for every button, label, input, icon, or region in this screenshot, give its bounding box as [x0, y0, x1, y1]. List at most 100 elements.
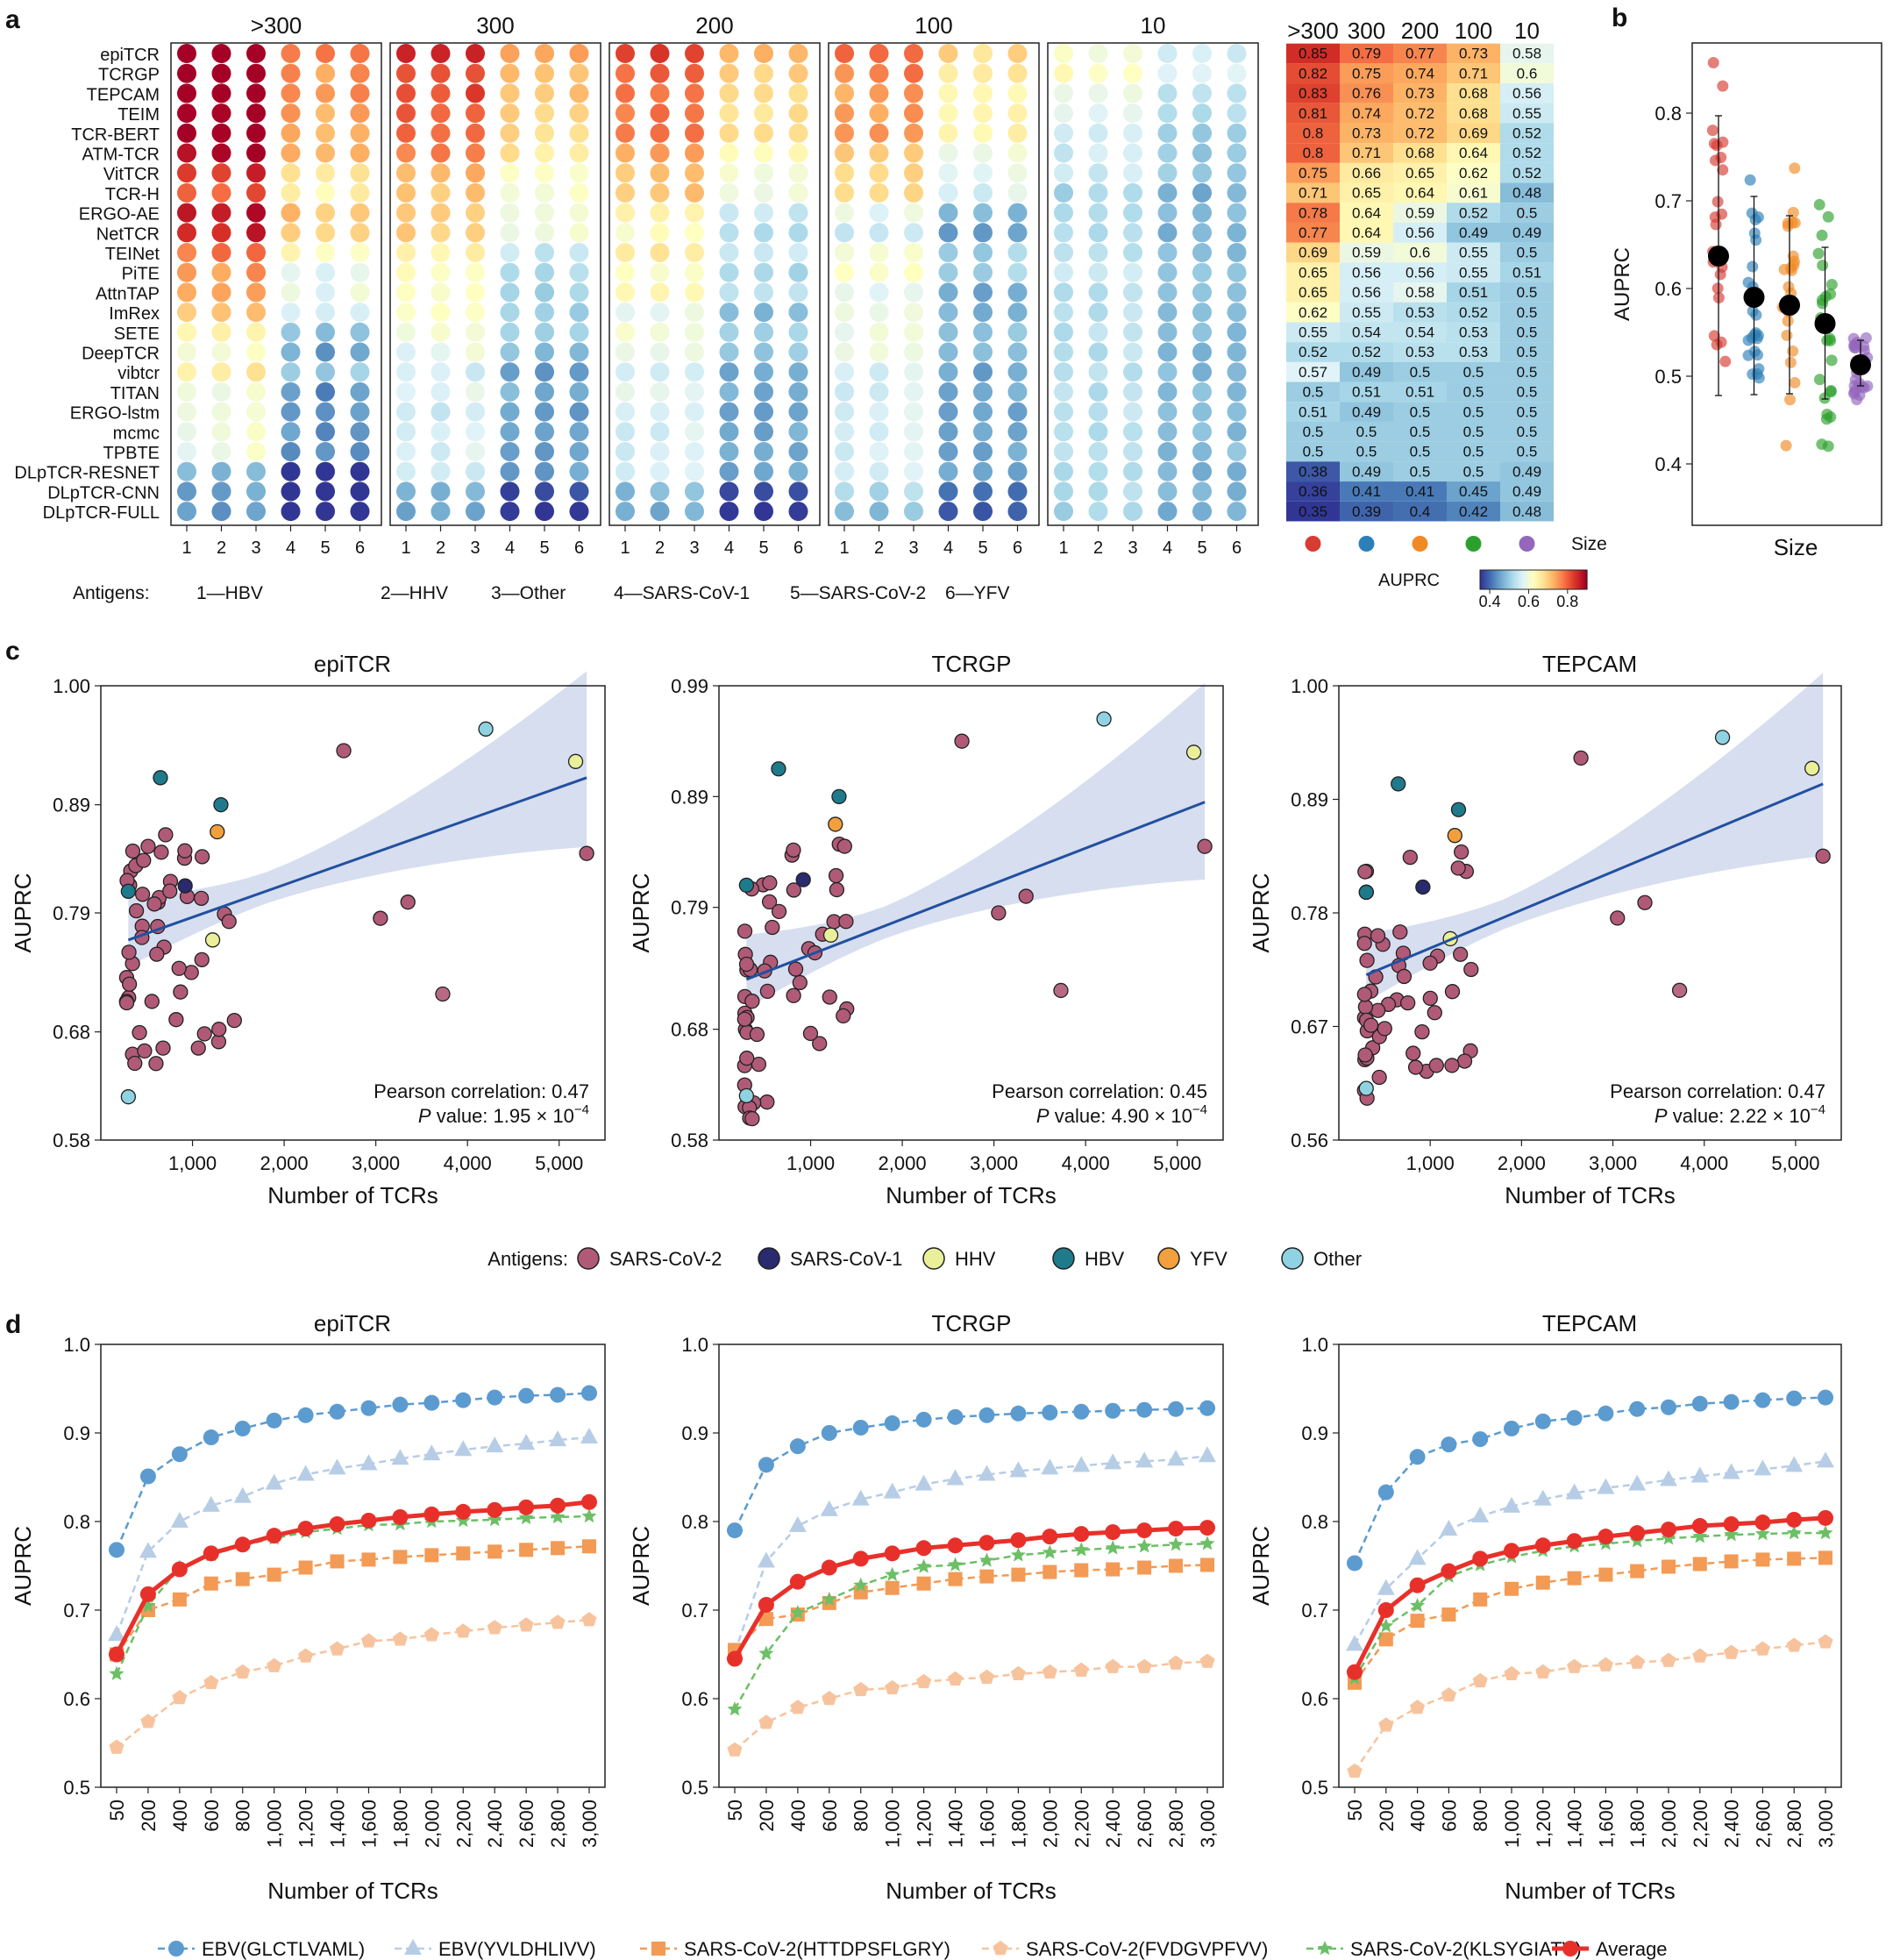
- table-cell: [1286, 322, 1340, 343]
- line-marker: [266, 1528, 282, 1544]
- heat-dot: [350, 303, 370, 323]
- line-marker: [487, 1620, 502, 1635]
- antigen-legend-item: 3—Other: [491, 583, 566, 603]
- line-marker: [1566, 1409, 1583, 1426]
- heat-dot: [396, 362, 416, 382]
- table-cell: [1447, 43, 1500, 64]
- line-marker: [455, 1503, 472, 1520]
- heat-dot: [569, 442, 589, 461]
- table-cell: [1447, 381, 1500, 403]
- heat-dot: [869, 322, 889, 342]
- p-value-exponent: −4: [574, 1102, 589, 1117]
- line-marker: [1504, 1420, 1519, 1436]
- heat-dot: [616, 442, 635, 461]
- x-tick-label: 800: [1469, 1800, 1491, 1832]
- heat-dot: [616, 163, 635, 183]
- panel-letter-b: b: [1612, 4, 1627, 32]
- x-axis-label: Number of TCRs: [267, 1878, 438, 1904]
- heat-dot: [835, 502, 854, 522]
- line-marker: [1317, 1941, 1333, 1956]
- antigen-legend-item: 2—HHV: [381, 583, 448, 603]
- heat-dot: [316, 461, 335, 481]
- legend-label: HBV: [1085, 1248, 1125, 1270]
- size-point: [1707, 57, 1719, 69]
- legend-label: SARS-CoV-2(FVDGVPFVV): [1026, 1938, 1268, 1960]
- heat-dot: [788, 143, 808, 163]
- regression-line: [127, 776, 587, 942]
- series-line: [732, 1525, 1208, 1660]
- heat-dot: [1157, 163, 1178, 183]
- heat-dot: [938, 362, 958, 382]
- heat-dot: [246, 502, 266, 522]
- heat-dot: [938, 163, 958, 183]
- heat-dot: [211, 442, 231, 461]
- colorbar-tick-label: 0.4: [1479, 593, 1501, 610]
- line-marker: [947, 1671, 964, 1686]
- heat-dot: [1157, 342, 1178, 362]
- heat-dot: [1088, 381, 1108, 402]
- heat-dot: [788, 322, 808, 342]
- heat-dot: [685, 83, 704, 103]
- antigen-tick: 6: [1232, 538, 1242, 558]
- x-tick-label: 5,000: [1153, 1152, 1201, 1174]
- line-marker: [1010, 1665, 1026, 1681]
- colorbar-segment: [1485, 570, 1488, 589]
- table-cell: [1393, 481, 1447, 502]
- table-cell: [1340, 282, 1393, 303]
- group-mean: [1708, 246, 1729, 267]
- legend-label: HHV: [955, 1248, 996, 1270]
- heat-dot: [246, 44, 266, 63]
- size-point: [1816, 438, 1828, 451]
- series-line: [1352, 1515, 1826, 1673]
- heat-dot: [650, 203, 670, 223]
- x-tick-label: 400: [1407, 1800, 1429, 1832]
- heat-dot: [316, 123, 335, 143]
- table-cell: [1286, 143, 1340, 163]
- scatter-point: [1447, 828, 1462, 844]
- heat-dot: [500, 123, 520, 143]
- heat-dot: [1007, 203, 1028, 223]
- line-marker: [1535, 1575, 1550, 1590]
- heat-dot: [938, 63, 958, 83]
- heat-dot: [1157, 123, 1178, 143]
- heat-dot: [1192, 402, 1212, 422]
- group-title: >300: [251, 12, 302, 39]
- heat-dot: [685, 303, 704, 323]
- x-tick-label: 1,200: [1533, 1800, 1555, 1848]
- table-cell: [1447, 123, 1500, 144]
- x-axis-label: Size: [1774, 534, 1818, 560]
- heat-dot: [904, 203, 923, 223]
- size-legend-label: Size: [1571, 534, 1607, 554]
- line-marker: [267, 1567, 281, 1582]
- heat-dot: [431, 481, 451, 502]
- table-header: 200: [1401, 18, 1439, 44]
- table-value: 0.64: [1352, 204, 1381, 221]
- heat-dot: [650, 44, 670, 63]
- legend-label: Average: [1596, 1938, 1668, 1960]
- heat-dot: [904, 123, 923, 143]
- heat-dot: [535, 282, 554, 303]
- size-point: [1788, 255, 1800, 267]
- line-marker: [1692, 1648, 1708, 1663]
- heat-dot: [1054, 243, 1073, 262]
- heat-dot: [246, 303, 266, 323]
- x-axis-label: Number of TCRs: [267, 1182, 438, 1208]
- heat-dot: [500, 422, 520, 442]
- panel-letter-c: c: [5, 637, 20, 666]
- heat-dot: [246, 83, 266, 103]
- antigen-tick: 2: [217, 538, 226, 558]
- colorbar-segment: [1498, 570, 1500, 589]
- x-tick-label: 800: [850, 1800, 872, 1832]
- colorbar-segment: [1487, 570, 1490, 589]
- heat-dot: [869, 243, 889, 262]
- colorbar-segment: [1531, 570, 1534, 589]
- table-value: 0.45: [1459, 483, 1488, 500]
- heat-dot: [938, 182, 958, 203]
- colorbar-segment: [1496, 570, 1498, 589]
- heat-dot: [650, 63, 670, 83]
- line-marker: [822, 1691, 837, 1706]
- heat-dot: [1088, 182, 1108, 203]
- table-value: 0.5: [1463, 463, 1484, 480]
- heat-dot: [350, 182, 370, 203]
